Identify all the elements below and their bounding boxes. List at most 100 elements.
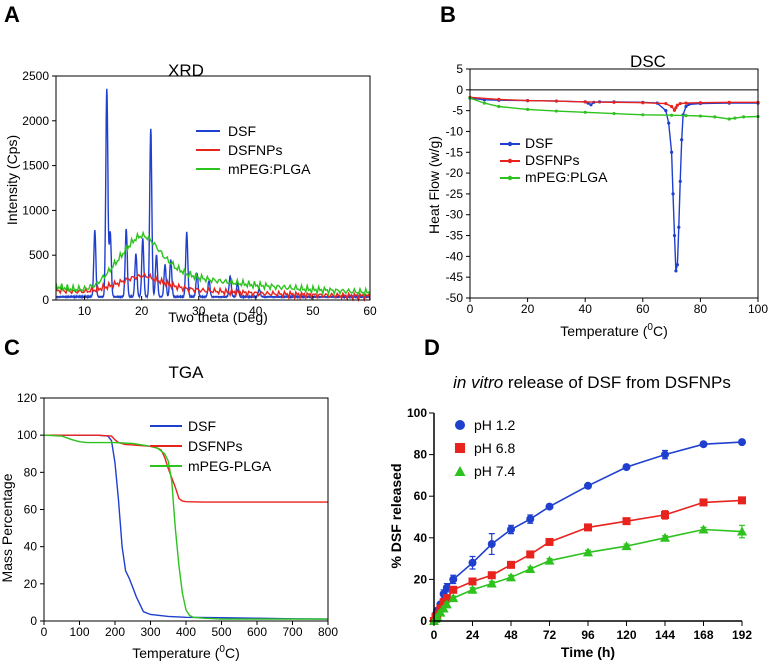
dsc-point — [667, 121, 671, 125]
dsc-point — [727, 100, 731, 104]
xrd-ticks: 10 20 30 40 50 60 0 500 1000 1500 2000 2500 — [22, 69, 377, 318]
tga-y-tick-label: 20 — [24, 577, 38, 591]
xrd-x-tick-label: 10 — [78, 304, 92, 318]
release-marker-triangle — [467, 584, 478, 594]
dsc-point — [497, 104, 501, 109]
xrd-frame — [55, 75, 371, 301]
dsc-point — [526, 107, 530, 111]
xrd-series-mpeg-plga — [55, 230, 371, 297]
tga-x-tick-label: 700 — [282, 625, 302, 639]
release-marker-square — [449, 585, 458, 594]
xrd-legend-mpeg-plga: mPEG:PLGA — [228, 161, 311, 177]
tga-legend-mpeg-plga: mPEG-PLGA — [188, 458, 272, 474]
panel-label-b: B — [440, 2, 456, 27]
release-marker-circle — [487, 540, 496, 549]
tga-legend: DSF DSFNPs mPEG-PLGA — [150, 418, 272, 474]
dsc-point — [742, 115, 746, 119]
xrd-legend: DSF DSFNPs mPEG:PLGA — [196, 123, 311, 177]
panel-d-release: D in vitro release of DSF from DSFNPs 0 2… — [388, 335, 752, 660]
release-legend-ph68: pH 6.8 — [474, 440, 515, 456]
tga-legend-dsfnps: DSFNPs — [188, 438, 242, 454]
release-ticks: 0 24 48 72 96 120 144 168 192 0 20 40 60 80 100 — [407, 406, 752, 642]
dsc-point — [670, 150, 674, 154]
release-y-tick-label: 20 — [414, 572, 428, 586]
tga-x-tick-label: 600 — [247, 625, 267, 639]
dsc-point — [671, 192, 675, 196]
dsc-x-tick-label: 20 — [521, 302, 535, 316]
dsc-point — [583, 110, 587, 114]
dsc-x-tick-label: 40 — [579, 302, 593, 316]
tga-x-tick-label: 0 — [41, 625, 48, 639]
panel-label-d: D — [424, 335, 440, 360]
dsc-legend: DSF DSFNPs mPEG:PLGA — [500, 135, 608, 185]
release-marker-triangle — [583, 547, 593, 557]
dsc-point — [674, 106, 678, 110]
tga-y-tick-label: 80 — [24, 465, 38, 479]
panel-b-dsc: B DSC 0 20 40 60 80 100 5 0 -5 -10 -15 -20 -25 -30 -35… — [426, 2, 768, 339]
xrd-y-tick-label: 2000 — [22, 114, 49, 128]
dsc-ticks: 0 20 40 60 80 100 5 0 -5 -10 -15 -20 -25 -30 -35 -40 -45… — [446, 62, 768, 316]
tga-frame — [43, 397, 329, 622]
xrd-x-tick-label: 50 — [306, 304, 320, 318]
release-marker-circle — [507, 525, 515, 534]
xrd-y-tick-label: 1500 — [22, 159, 49, 173]
dsc-point — [727, 117, 731, 121]
dsc-point — [554, 99, 559, 103]
xrd-legend-dsfnps: DSFNPs — [228, 142, 282, 158]
release-series-ph-7-4 — [433, 528, 743, 622]
release-marker-triangle — [506, 572, 516, 582]
release-marker-circle — [584, 481, 592, 490]
tga-x-tick-label: 400 — [176, 625, 196, 639]
tga-series-mpeg-plga — [43, 434, 328, 620]
dsc-legend-marker-mpeg-plga — [507, 175, 513, 181]
dsc-x-tick-label: 100 — [748, 302, 768, 316]
xrd-plot-area — [55, 88, 371, 303]
tga-series-dsfnps — [44, 434, 328, 503]
dsc-title: DSC — [630, 52, 666, 71]
dsc-y-tick-label: 5 — [456, 62, 463, 76]
dsc-y-tick-label: -5 — [452, 104, 463, 118]
dsc-x-tick-label: 0 — [467, 302, 474, 316]
xrd-legend-dsf: DSF — [228, 123, 256, 139]
tga-x-tick-label: 100 — [69, 625, 89, 639]
release-y-tick-label: 80 — [414, 448, 428, 462]
tga-legend-dsf: DSF — [188, 418, 216, 434]
release-marker-square — [584, 523, 592, 532]
dsc-series-dsf — [469, 97, 758, 272]
release-x-tick-label: 72 — [543, 628, 557, 642]
dsc-x-tick-label: 60 — [636, 302, 650, 316]
dsc-point — [583, 100, 587, 104]
tga-series-dsf — [44, 434, 329, 620]
xrd-x-tick-label: 20 — [135, 304, 149, 318]
tga-title: TGA — [169, 363, 205, 382]
dsc-point — [664, 101, 668, 106]
release-y-tick-label: 40 — [414, 531, 428, 545]
dsc-point — [678, 101, 682, 106]
release-marker-triangle — [698, 524, 709, 534]
dsc-series-mpeg-plga — [469, 97, 759, 120]
release-marker-square — [442, 594, 451, 603]
dsc-point — [497, 97, 501, 101]
release-marker-triangle — [448, 593, 459, 603]
dsc-point — [641, 113, 645, 117]
panel-label-a: A — [4, 2, 20, 27]
dsc-point — [674, 269, 678, 273]
dsc-point — [612, 100, 616, 104]
release-y-axis-label: % DSF released — [388, 463, 404, 568]
release-marker-triangle — [621, 541, 632, 551]
dsc-point — [675, 103, 679, 107]
release-marker-triangle — [486, 578, 497, 588]
release-y-tick-label: 60 — [414, 489, 428, 503]
tga-y-tick-label: 100 — [17, 428, 37, 442]
dsc-x-tick-label: 80 — [694, 302, 708, 316]
release-marker-circle — [622, 463, 631, 472]
dsc-point — [670, 104, 674, 109]
release-x-tick-label: 0 — [431, 628, 438, 642]
release-marker-circle — [545, 502, 554, 511]
xrd-y-tick-label: 0 — [42, 293, 49, 307]
xrd-title: XRD — [168, 61, 204, 80]
release-marker-square — [526, 550, 535, 559]
tga-y-tick-label: 0 — [30, 614, 37, 628]
release-marker-square — [545, 537, 554, 546]
release-x-tick-label: 96 — [581, 628, 595, 642]
